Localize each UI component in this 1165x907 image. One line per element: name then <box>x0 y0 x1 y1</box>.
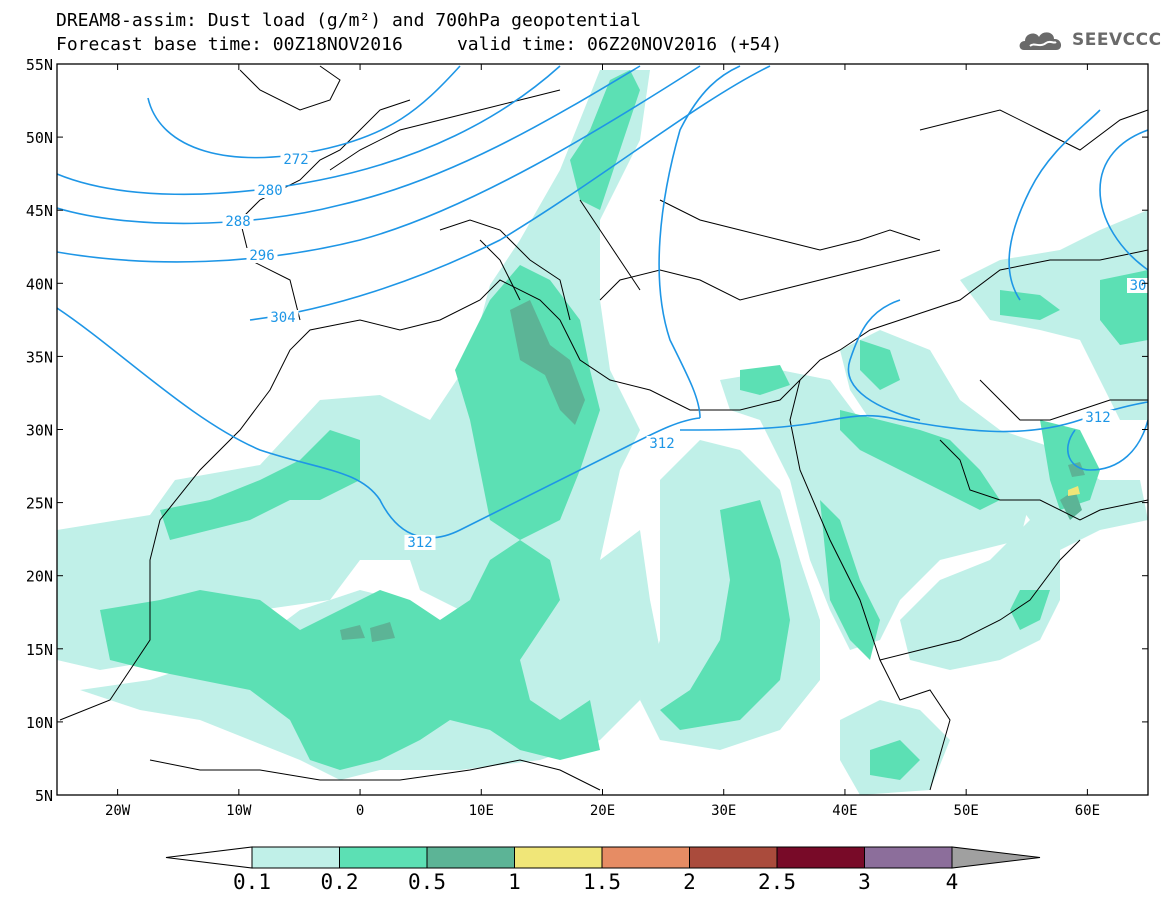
colorbar-box <box>251 846 340 869</box>
contour-label-bg <box>404 535 436 550</box>
colorbar-box <box>426 846 515 869</box>
lat-tick-label: 45N <box>26 202 53 220</box>
contour-label-bg <box>246 248 278 263</box>
colorbar-level-label: 0.2 <box>321 870 359 894</box>
lon-tick-label: 10E <box>469 803 494 819</box>
colorbar-level-label: 3 <box>858 870 871 894</box>
colorbar-box <box>776 846 865 869</box>
contour-label-bg <box>222 214 254 229</box>
lat-tick-label: 55N <box>26 56 53 74</box>
contour-label-bg <box>1082 410 1114 425</box>
coastlines <box>59 65 1148 791</box>
colorbar-level-label: 2.5 <box>758 870 796 894</box>
lat-tick-label: 25N <box>26 495 53 513</box>
contour-label: 30 <box>1130 278 1147 294</box>
lon-tick-label: 20W <box>105 803 131 819</box>
map-title: DREAM8-assim: Dust load (g/m²) and 700hP… <box>56 10 642 31</box>
colorbar-level-label: 2 <box>683 870 696 894</box>
cloud-logo-icon <box>1019 32 1062 50</box>
contour-label-bg <box>280 152 312 167</box>
colorbar-box <box>689 846 778 869</box>
contour-label-bg <box>267 310 299 325</box>
lon-tick-label: 20E <box>590 803 615 819</box>
seevccc-logo: SEEVCCC <box>1016 26 1162 54</box>
lon-tick-label: 10W <box>226 803 252 819</box>
contour-label: 296 <box>249 248 274 264</box>
lat-tick-label: 5N <box>35 787 53 805</box>
lon-tick-label: 50E <box>954 803 979 819</box>
lat-tick-label: 10N <box>26 714 53 732</box>
colorbar-level-label: 1.5 <box>583 870 621 894</box>
contour-label: 288 <box>225 214 250 230</box>
colorbar-box <box>339 846 428 869</box>
lat-tick-label: 15N <box>26 641 53 659</box>
axis-labels: 55N 50N 45N 40N 35N 30N 25N 20N 15N 10N 5N 20W 10W 0 1… <box>26 56 1148 819</box>
dust-load-shading <box>57 70 1148 795</box>
contour-label: 312 <box>1085 410 1110 426</box>
lat-tick-label: 40N <box>26 275 53 293</box>
logo-text: SEEVCCC <box>1072 30 1162 50</box>
lat-tick-label: 20N <box>26 568 53 586</box>
dust-level-0-5 <box>340 300 1085 642</box>
dust-level-1 <box>1068 486 1080 496</box>
lat-tick-label: 50N <box>26 129 53 147</box>
colorbar-level-label: 0.5 <box>408 870 446 894</box>
forecast-time-subtitle: Forecast base time: 00Z18NOV2016 valid t… <box>56 34 783 55</box>
lat-tick-label: 30N <box>26 422 53 440</box>
contour-label-bg <box>254 183 286 198</box>
colorbar-max-arrow <box>951 846 1041 869</box>
lat-tick-label: 35N <box>26 348 53 366</box>
contour-label-bg <box>646 436 678 451</box>
contour-label: 280 <box>257 183 282 199</box>
colorbar-box <box>864 846 953 869</box>
colorbar-level-label: 1 <box>508 870 521 894</box>
colorbar-level-label: 0.1 <box>233 870 271 894</box>
contour-label: 304 <box>270 310 295 326</box>
colorbar-box <box>601 846 690 869</box>
colorbar-box <box>514 846 603 869</box>
lon-tick-label: 40E <box>832 803 857 819</box>
contour-label: 312 <box>407 535 432 551</box>
colorbar: 0.1 0.2 0.5 1 1.5 2 2.5 3 4 <box>165 846 1041 894</box>
colorbar-level-label: 4 <box>946 870 959 894</box>
lon-tick-label: 60E <box>1075 803 1100 819</box>
contour-label-bg <box>1127 278 1149 293</box>
contour-label: 272 <box>283 152 308 168</box>
colorbar-min-arrow <box>165 846 253 869</box>
lon-tick-label: 30E <box>711 803 736 819</box>
lon-tick-label: 0 <box>356 803 364 819</box>
contour-label: 312 <box>649 436 674 452</box>
